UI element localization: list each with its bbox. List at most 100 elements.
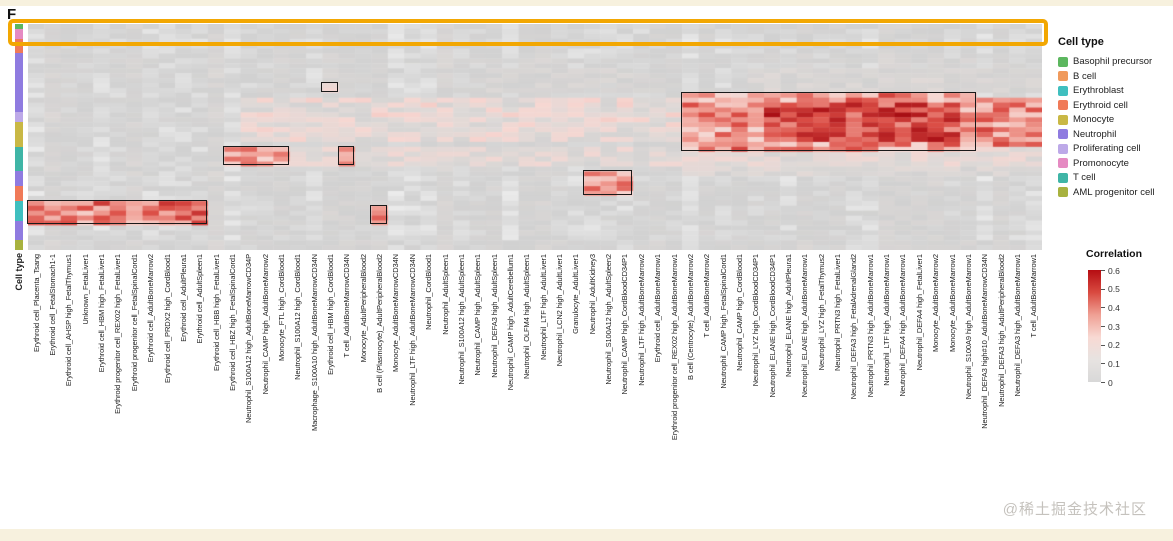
- column-label: Erythroid progenitor cell_REX02 high_Fet…: [113, 254, 123, 414]
- legend-item: Erythroid cell: [1058, 100, 1172, 111]
- column-label: Erythroid cell_HBM high_FetalLiver1: [97, 254, 107, 373]
- column-label: Neutrophil_DEFA3 high#10_AdultBoneMarrow…: [980, 254, 990, 429]
- column-label: Neutrophil_AdultKidney3: [587, 254, 597, 335]
- watermark: @稀土掘金技术社区: [1002, 501, 1147, 518]
- legend-item: Basophil precursor: [1058, 56, 1172, 67]
- column-label: Neutrophil_LTF high_AdultLiver1: [538, 254, 548, 360]
- column-label: Neutrophil_LTF high_AdultBoneMarrow2: [636, 254, 646, 386]
- column-label: Neutrophil_CAMP high_AdultBoneMarrow2: [260, 254, 270, 395]
- legend-swatch: [1058, 172, 1068, 183]
- column-label: Erythroid cell_HBZ high_FetalSpinalCord1: [227, 254, 237, 391]
- column-label: Neutrophil_LCN2 high_AdultLiver1: [555, 254, 565, 367]
- column-label: Erythroid cell_AdultBoneMarrow1: [653, 254, 663, 363]
- column-label: Erythroid cell_HBB high_FetalLiver1: [211, 254, 221, 371]
- legend-label: Erythroid cell: [1073, 99, 1128, 111]
- legend-swatch: [1058, 56, 1068, 67]
- column-label: Neutrophil_DEFA4 high_AdultBoneMarrow1: [898, 254, 908, 397]
- legend-swatch: [1058, 143, 1068, 154]
- column-label: Granulocyte_AdultLiver1: [571, 254, 581, 334]
- column-label: Erythroid cell_AdultSpleen1: [195, 254, 205, 344]
- column-label: Monocyte_AdultBoneMarrow1: [947, 254, 957, 352]
- colorbar-tick-label: 0.5: [1108, 284, 1120, 295]
- column-label: Neutrophil_DEFA3 high_AdultSpleen1: [489, 254, 499, 378]
- row-annotation-segment: [15, 200, 23, 221]
- column-label: T cell_AdultBoneMarrow1: [1029, 254, 1039, 338]
- correlation-colorbar: Correlation 0.6 0.5 0.4 0.3 0.2 0.1 0: [1086, 248, 1166, 398]
- colorbar-tickmark: [1101, 363, 1105, 365]
- column-label: Monocyte_FTL high_CordBlood1: [277, 254, 286, 361]
- column-label: Neutrophil_CordBlood1: [424, 254, 434, 330]
- colorbar-tickmark: [1101, 326, 1105, 327]
- legend-item: Promonocyte: [1058, 158, 1172, 169]
- column-label: Neutrophil_CAMP high_CordBloodCD34P1: [620, 254, 630, 395]
- legend-item: B cell: [1058, 71, 1172, 82]
- column-label: B cell (Centrocyte)_AdultBoneMarrow2: [685, 254, 695, 381]
- column-label: Neutrophil_ELANE high_AdultPleura1: [784, 254, 793, 377]
- column-label: Neutrophil_CAMP high_AdultCerebellum1: [505, 254, 515, 391]
- legend-label: T cell: [1073, 172, 1096, 183]
- legend-item: Proliferating cell: [1058, 143, 1172, 154]
- row-annotation-segment: [15, 38, 23, 54]
- column-label: Neutrophil_S100A12 high_AdultBoneMarrowC…: [244, 254, 254, 424]
- row-annotation-title: Cell type: [14, 253, 24, 291]
- column-label: Neutrophil_ELANE high_CordBloodCD34P1: [767, 254, 777, 398]
- column-label: B cell (Plasmocyte)_AdultPeripheralBlood…: [375, 254, 385, 393]
- legend-label: Erythroblast: [1073, 85, 1124, 96]
- column-label: Neutrophil_DEFA4 high_FetalLiver1: [914, 254, 924, 371]
- column-label: Neutrophil_AdultSpleen1: [440, 254, 450, 335]
- column-label: Erythroid cell_AdultBoneMarrow2: [146, 254, 156, 363]
- row-annotation-segment: [15, 146, 23, 172]
- column-label: Erythroid cell_FetalStomach1-1: [48, 254, 58, 356]
- column-label: Neutrophil_CAMP high_FetalSpinalCord1: [718, 254, 728, 389]
- column-label: Unknown_FetalLiver1: [80, 254, 90, 325]
- colorbar-tickmark: [1101, 288, 1105, 290]
- legend-label: Monocyte: [1073, 114, 1115, 125]
- cell-type-legend: Cell type Basophil precursor B cell Erythr…: [1058, 36, 1172, 201]
- column-label: Neutrophil_ELANE high_AdultBoneMarrow1: [800, 254, 810, 398]
- column-label: Erythroid progenitor cell_FetalSpinalCor…: [129, 254, 139, 392]
- column-label: Neutrophil_LYZ high_FetalThymus2: [816, 254, 826, 371]
- legend-swatch: [1058, 100, 1068, 110]
- row-annotation-segment: [15, 122, 23, 147]
- row-annotation-segment: [15, 53, 23, 113]
- colorbar-tick-label: 0: [1108, 377, 1113, 388]
- legend-item: Monocyte: [1058, 114, 1172, 125]
- heatmap-canvas: [28, 24, 1042, 250]
- row-annotation-segment: [15, 24, 23, 29]
- colorbar-tickmark: [1101, 307, 1105, 309]
- colorbar-title: Correlation: [1086, 248, 1143, 260]
- legend-swatch: [1058, 71, 1068, 81]
- column-label: Neutrophil_CAMP high_CordBlood1: [734, 254, 744, 371]
- row-annotation-segment: [15, 186, 23, 201]
- legend-swatch: [1058, 129, 1068, 139]
- column-label: T cell_AdultBoneMarrow2: [702, 254, 712, 338]
- column-label: T cell_AdultBoneMarrowCD34N: [342, 254, 352, 358]
- column-label: Monocyte_AdultBoneMarrowCD34N: [391, 254, 401, 372]
- column-label: Neutrophil_S100A12 high_AdultSpleen2: [604, 254, 614, 385]
- legend-label: Promonocyte: [1073, 157, 1129, 169]
- colorbar-tick-label: 0.3: [1108, 321, 1120, 332]
- column-label: Neutrophil_DEFA3 high_AdultPeripheralBlo…: [996, 254, 1006, 407]
- row-annotation-segment: [15, 240, 23, 250]
- legend-item: Erythroblast: [1058, 85, 1172, 96]
- legend-item: T cell: [1058, 172, 1172, 183]
- column-label: Erythroid cell_HBM high_CordBlood1: [326, 254, 336, 375]
- legend-item: Neutrophil: [1058, 129, 1172, 140]
- legend-item-list: Basophil precursor B cell Erythroblast Eryt…: [1058, 56, 1172, 198]
- legend-swatch: [1058, 187, 1068, 197]
- row-annotation-segment: [15, 112, 23, 123]
- legend-label: B cell: [1073, 70, 1097, 82]
- row-annotation-bar: [15, 24, 23, 250]
- colorbar-tick-label: 0.2: [1108, 340, 1120, 351]
- column-label: Monocyte_AdultBoneMarrow2: [931, 254, 941, 352]
- column-label: Erythroid cell_PRDX2 high_CordBlood1: [162, 254, 172, 383]
- legend-label: Basophil precursor: [1073, 56, 1153, 67]
- legend-label: Neutrophil: [1073, 128, 1117, 140]
- legend-title: Cell type: [1058, 36, 1104, 48]
- legend-label: AML progenitor cell: [1073, 186, 1155, 198]
- column-label: Erythroid cell_Placenta_Tsang: [31, 254, 41, 352]
- column-label: Neutrophil_PRTN3 high_AdultBoneMarrow1: [865, 254, 875, 398]
- column-label: Neutrophil_DEFA3 high_AdultBoneMarrow1: [1012, 254, 1022, 397]
- column-label: Macrophage_S100A10 high_AdultBoneMarrowC…: [309, 254, 319, 431]
- legend-swatch: [1058, 158, 1068, 168]
